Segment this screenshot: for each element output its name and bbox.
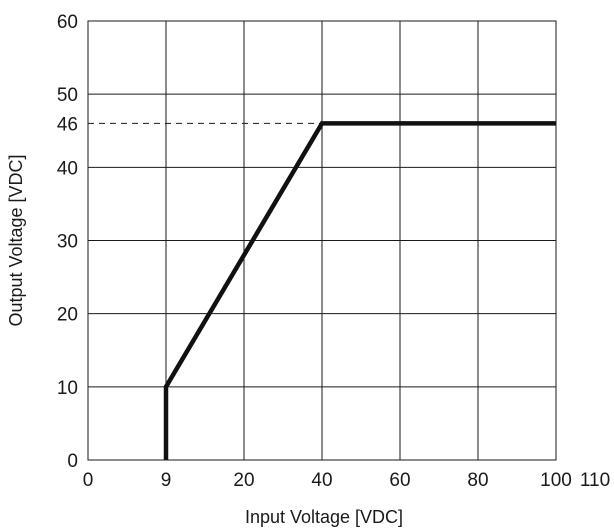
x-tick-label: 20: [233, 470, 254, 491]
y-tick-label: 60: [57, 12, 78, 33]
x-tick-label: 110: [580, 470, 610, 491]
y-tick-label: 20: [57, 305, 78, 326]
y-tick-label: 40: [57, 158, 78, 179]
x-axis-title: Input Voltage [VDC]: [245, 507, 403, 527]
series-layer: [163, 121, 556, 460]
x-tick-label: 80: [467, 470, 488, 491]
x-tick-label: 0: [83, 470, 94, 491]
x-tick-label: 40: [311, 470, 332, 491]
output-voltage-line: [163, 121, 556, 460]
y-tick-label: 50: [57, 85, 78, 106]
x-tick-label: 60: [389, 470, 410, 491]
grid: [88, 21, 556, 460]
y-tick-label: 10: [57, 378, 78, 399]
x-tick-label: 100: [540, 470, 572, 491]
y-tick-label: 0: [67, 451, 78, 472]
plot-frame: [87, 20, 557, 461]
y-tick-label: 30: [57, 232, 78, 253]
y-axis-title: Output Voltage [VDC]: [6, 154, 26, 326]
y-tick-label: 46: [57, 114, 78, 135]
x-tick-label: 9: [161, 470, 172, 491]
x-tick-labels: 0 9 20 40 60 80 100 110: [83, 470, 610, 491]
y-tick-labels: 0 10 20 30 40 46 50 60: [57, 12, 78, 472]
